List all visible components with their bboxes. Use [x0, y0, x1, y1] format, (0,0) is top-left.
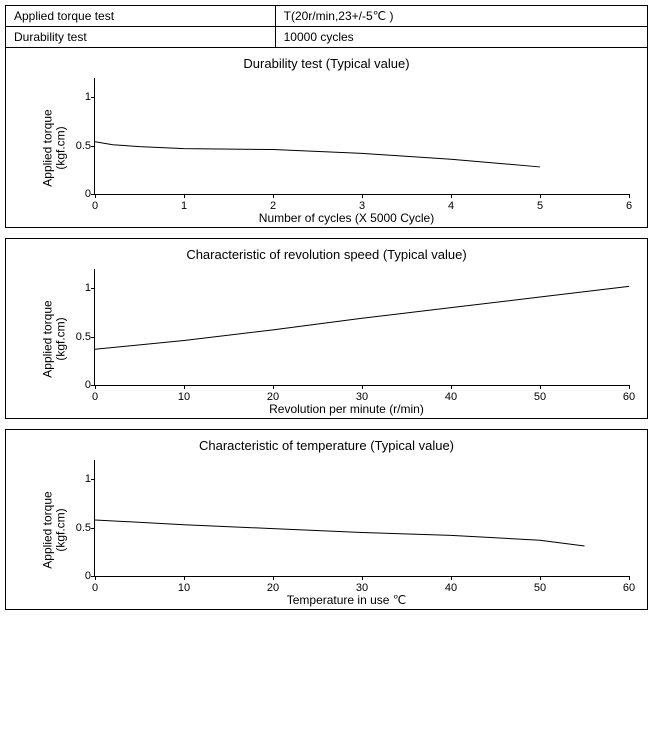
y-tick-label: 0 — [69, 379, 91, 391]
x-axis-label: Temperature in use ℃ — [64, 593, 629, 607]
spec-value: T(20r/min,23+/-5℃ ) — [275, 6, 647, 27]
x-tick-mark — [184, 194, 185, 198]
x-axis-label: Revolution per minute (r/min) — [64, 402, 629, 416]
x-tick-mark — [362, 576, 363, 580]
y-tick-label: 0.5 — [69, 522, 91, 534]
y-tick-label: 1 — [69, 91, 91, 103]
spec-label: Durability test — [6, 27, 276, 48]
y-axis-label: Applied torque(kgf.cm) — [42, 491, 68, 568]
x-tick-mark — [95, 385, 96, 389]
y-tick-label: 0 — [69, 570, 91, 582]
y-axis-label-line2: (kgf.cm) — [55, 491, 68, 568]
x-tick-mark — [273, 194, 274, 198]
y-tick-label: 1 — [69, 282, 91, 294]
x-tick-mark — [95, 576, 96, 580]
y-tick-label: 0 — [69, 188, 91, 200]
x-tick-mark — [629, 194, 630, 198]
chart-area: Applied torque(kgf.cm)00.510102030405060… — [64, 455, 629, 605]
data-line — [95, 286, 629, 349]
x-tick-mark — [451, 576, 452, 580]
x-tick-mark — [184, 576, 185, 580]
chart-area: Applied torque(kgf.cm)00.510102030405060… — [64, 264, 629, 414]
chart-revolution: Characteristic of revolution speed (Typi… — [5, 238, 648, 419]
y-tick-label: 1 — [69, 473, 91, 485]
x-tick-mark — [451, 385, 452, 389]
chart-title: Durability test (Typical value) — [14, 56, 639, 71]
x-tick-mark — [184, 385, 185, 389]
page-root: Applied torque testT(20r/min,23+/-5℃ )Du… — [5, 5, 648, 610]
table-row: Durability test10000 cycles — [6, 27, 648, 48]
x-axis-label: Number of cycles (X 5000 Cycle) — [64, 211, 629, 225]
x-tick-mark — [540, 385, 541, 389]
x-tick-mark — [95, 194, 96, 198]
spec-table: Applied torque testT(20r/min,23+/-5℃ )Du… — [5, 5, 648, 48]
line-plot-svg — [95, 460, 629, 576]
plot-region: 00.510102030405060 — [94, 269, 629, 386]
y-tick-label: 0.5 — [69, 331, 91, 343]
spec-value: 10000 cycles — [275, 27, 647, 48]
x-tick-mark — [273, 576, 274, 580]
line-plot-svg — [95, 78, 629, 194]
y-axis-label: Applied torque(kgf.cm) — [42, 300, 68, 377]
spec-label: Applied torque test — [6, 6, 276, 27]
y-axis-label: Applied torque(kgf.cm) — [42, 109, 68, 186]
x-tick-mark — [540, 194, 541, 198]
chart-title: Characteristic of temperature (Typical v… — [14, 438, 639, 453]
plot-region: 00.510123456 — [94, 78, 629, 195]
y-axis-label-line2: (kgf.cm) — [55, 109, 68, 186]
line-plot-svg — [95, 269, 629, 385]
plot-region: 00.510102030405060 — [94, 460, 629, 577]
y-axis-label-line2: (kgf.cm) — [55, 300, 68, 377]
chart-durability: Durability test (Typical value) Applied t… — [5, 48, 648, 228]
x-tick-mark — [362, 194, 363, 198]
x-tick-mark — [273, 385, 274, 389]
chart-temperature: Characteristic of temperature (Typical v… — [5, 429, 648, 610]
table-row: Applied torque testT(20r/min,23+/-5℃ ) — [6, 6, 648, 27]
x-tick-mark — [451, 194, 452, 198]
chart-area: Applied torque(kgf.cm)00.510123456Number… — [64, 73, 629, 223]
data-line — [95, 142, 540, 167]
x-tick-mark — [362, 385, 363, 389]
x-tick-mark — [629, 385, 630, 389]
x-tick-mark — [629, 576, 630, 580]
data-line — [95, 520, 585, 546]
y-tick-label: 0.5 — [69, 140, 91, 152]
chart-title: Characteristic of revolution speed (Typi… — [14, 247, 639, 262]
x-tick-mark — [540, 576, 541, 580]
